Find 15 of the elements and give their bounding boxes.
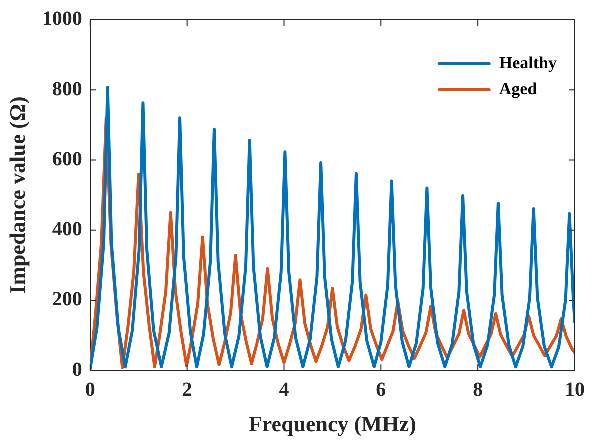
- y-axis-title: Impedance value (Ω): [4, 96, 30, 294]
- y-tick-label: 1000: [42, 8, 82, 30]
- y-tick-label: 200: [52, 288, 82, 311]
- y-tick-label: 800: [52, 78, 82, 100]
- x-tick-label: 10: [565, 378, 585, 401]
- x-tick-label: 8: [473, 378, 484, 401]
- x-tick-label: 2: [182, 378, 192, 401]
- legend-label: Aged: [499, 79, 538, 98]
- x-tick-label: 6: [376, 378, 386, 401]
- x-axis-title: Frequency (MHz): [248, 411, 417, 436]
- legend-label: Healthy: [499, 53, 558, 72]
- y-tick-label: 600: [52, 148, 82, 170]
- x-tick-label: 4: [279, 378, 290, 401]
- y-tick-label: 0: [72, 358, 82, 381]
- y-tick-label: 400: [52, 218, 82, 241]
